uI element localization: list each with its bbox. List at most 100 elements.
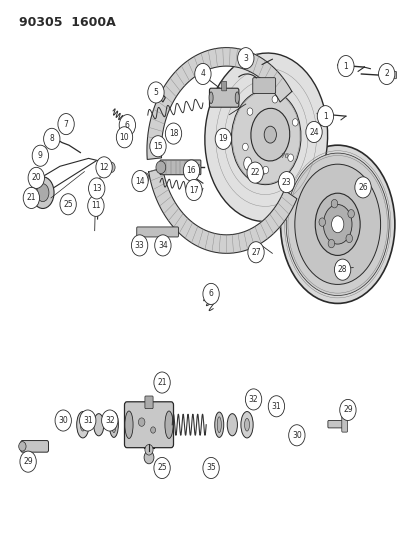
Ellipse shape bbox=[214, 412, 223, 438]
Circle shape bbox=[156, 161, 165, 174]
Text: 8: 8 bbox=[49, 134, 54, 143]
Circle shape bbox=[345, 234, 351, 243]
Text: 6: 6 bbox=[125, 120, 130, 130]
Ellipse shape bbox=[243, 157, 252, 170]
Circle shape bbox=[58, 114, 74, 135]
Text: 23: 23 bbox=[281, 177, 291, 187]
Text: 31: 31 bbox=[83, 416, 93, 425]
Text: 1: 1 bbox=[343, 62, 347, 70]
Circle shape bbox=[347, 209, 354, 218]
Text: 30: 30 bbox=[291, 431, 301, 440]
Circle shape bbox=[196, 165, 200, 170]
Ellipse shape bbox=[331, 216, 343, 233]
Circle shape bbox=[154, 372, 170, 393]
Circle shape bbox=[288, 425, 304, 446]
Ellipse shape bbox=[93, 414, 104, 436]
Circle shape bbox=[278, 172, 294, 192]
Circle shape bbox=[150, 136, 166, 157]
FancyBboxPatch shape bbox=[221, 82, 226, 91]
Ellipse shape bbox=[80, 418, 85, 431]
Ellipse shape bbox=[244, 418, 249, 431]
Circle shape bbox=[292, 119, 297, 126]
Polygon shape bbox=[148, 168, 296, 253]
FancyBboxPatch shape bbox=[209, 88, 238, 107]
Circle shape bbox=[32, 145, 48, 166]
Text: 13: 13 bbox=[92, 184, 101, 193]
Circle shape bbox=[88, 178, 104, 199]
Circle shape bbox=[131, 171, 148, 191]
Circle shape bbox=[154, 235, 171, 256]
Circle shape bbox=[202, 284, 219, 304]
Circle shape bbox=[19, 442, 26, 451]
Ellipse shape bbox=[109, 412, 118, 438]
Circle shape bbox=[242, 143, 248, 151]
Circle shape bbox=[194, 63, 211, 85]
FancyBboxPatch shape bbox=[124, 402, 173, 448]
Ellipse shape bbox=[323, 205, 351, 244]
Text: 26: 26 bbox=[357, 183, 367, 192]
Circle shape bbox=[309, 127, 316, 137]
Text: 14: 14 bbox=[135, 176, 145, 185]
Circle shape bbox=[354, 177, 370, 198]
Text: 6: 6 bbox=[208, 289, 213, 298]
Circle shape bbox=[247, 162, 263, 183]
Circle shape bbox=[43, 128, 60, 149]
Text: 4: 4 bbox=[200, 69, 205, 78]
Circle shape bbox=[131, 235, 147, 256]
Text: 35: 35 bbox=[206, 464, 216, 472]
Circle shape bbox=[268, 395, 284, 417]
Text: 31: 31 bbox=[271, 402, 280, 411]
FancyBboxPatch shape bbox=[252, 78, 275, 93]
Ellipse shape bbox=[250, 108, 289, 161]
Text: 25: 25 bbox=[157, 464, 166, 472]
Circle shape bbox=[334, 259, 350, 280]
Text: 17: 17 bbox=[189, 185, 198, 195]
Circle shape bbox=[202, 457, 219, 479]
Circle shape bbox=[245, 389, 261, 410]
Ellipse shape bbox=[231, 90, 300, 184]
FancyBboxPatch shape bbox=[385, 71, 396, 79]
Circle shape bbox=[186, 165, 190, 170]
Circle shape bbox=[147, 82, 164, 103]
Text: 11: 11 bbox=[91, 201, 100, 211]
FancyBboxPatch shape bbox=[341, 416, 347, 432]
Circle shape bbox=[116, 127, 132, 148]
Circle shape bbox=[101, 410, 118, 431]
FancyBboxPatch shape bbox=[327, 421, 345, 428]
Circle shape bbox=[316, 106, 333, 127]
Circle shape bbox=[55, 410, 71, 431]
Circle shape bbox=[23, 188, 40, 208]
Text: 34: 34 bbox=[158, 241, 167, 250]
Text: 32: 32 bbox=[248, 395, 258, 404]
Text: 15: 15 bbox=[153, 142, 162, 151]
Ellipse shape bbox=[294, 164, 380, 285]
Circle shape bbox=[185, 180, 202, 200]
Text: 5: 5 bbox=[153, 88, 158, 97]
Circle shape bbox=[339, 399, 355, 421]
Ellipse shape bbox=[31, 177, 54, 208]
Circle shape bbox=[107, 162, 115, 173]
Ellipse shape bbox=[285, 153, 388, 295]
Ellipse shape bbox=[240, 411, 252, 438]
FancyBboxPatch shape bbox=[160, 160, 200, 175]
Text: 24: 24 bbox=[309, 127, 318, 136]
Circle shape bbox=[318, 218, 325, 227]
Text: 30: 30 bbox=[58, 416, 68, 425]
Text: 28: 28 bbox=[337, 265, 347, 274]
Ellipse shape bbox=[227, 414, 237, 436]
Text: 16: 16 bbox=[186, 166, 196, 175]
Circle shape bbox=[28, 167, 44, 189]
Text: 9: 9 bbox=[38, 151, 43, 160]
FancyBboxPatch shape bbox=[136, 227, 178, 237]
Ellipse shape bbox=[125, 411, 133, 439]
Circle shape bbox=[215, 128, 231, 149]
Circle shape bbox=[140, 173, 149, 183]
Text: 18: 18 bbox=[169, 129, 178, 138]
Circle shape bbox=[79, 410, 96, 431]
Text: 19: 19 bbox=[218, 134, 228, 143]
Ellipse shape bbox=[235, 92, 239, 103]
Circle shape bbox=[305, 122, 321, 142]
Circle shape bbox=[328, 239, 334, 248]
Ellipse shape bbox=[217, 417, 221, 433]
Ellipse shape bbox=[209, 92, 213, 103]
